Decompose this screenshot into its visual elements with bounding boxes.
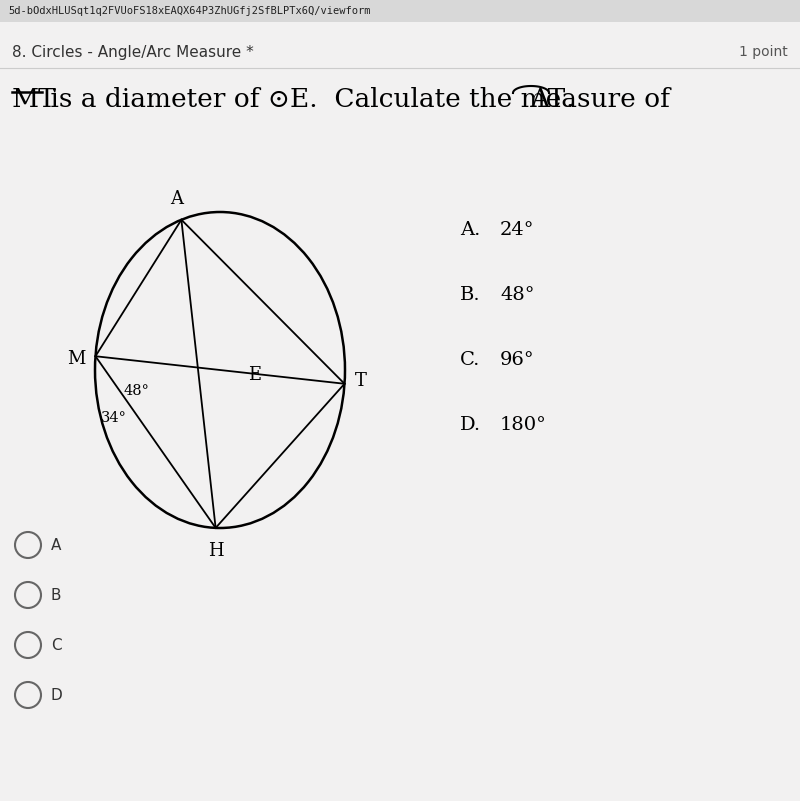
Text: 34°: 34° — [101, 411, 126, 425]
FancyBboxPatch shape — [0, 22, 800, 801]
Text: 8. Circles - Angle/Arc Measure *: 8. Circles - Angle/Arc Measure * — [12, 45, 254, 59]
Text: A: A — [51, 537, 62, 553]
Text: 48°: 48° — [123, 384, 150, 398]
FancyBboxPatch shape — [0, 0, 800, 22]
Text: A.: A. — [460, 221, 480, 239]
Text: B.: B. — [460, 286, 481, 304]
Text: M: M — [67, 350, 86, 368]
Text: 24°: 24° — [500, 221, 534, 239]
Text: E: E — [248, 366, 261, 384]
Text: C.: C. — [460, 351, 480, 369]
Text: D.: D. — [460, 416, 481, 434]
Text: C: C — [51, 638, 62, 653]
Text: D: D — [51, 687, 62, 702]
Text: H: H — [208, 542, 223, 560]
Text: A: A — [170, 190, 183, 207]
Text: 48°: 48° — [500, 286, 534, 304]
Text: 180°: 180° — [500, 416, 547, 434]
Text: AT: AT — [530, 87, 566, 112]
Text: 1 point: 1 point — [739, 45, 788, 59]
Text: B: B — [51, 587, 62, 602]
Text: 5d-bOdxHLUSqt1q2FVUoFS18xEAQX64P3ZhUGfj2SfBLPTx6Q/viewform: 5d-bOdxHLUSqt1q2FVUoFS18xEAQX64P3ZhUGfj2… — [8, 6, 370, 16]
Text: is a diameter of ⊙E.  Calculate the measure of: is a diameter of ⊙E. Calculate the measu… — [42, 87, 678, 112]
Text: T: T — [354, 372, 366, 390]
Text: .: . — [566, 87, 574, 112]
Text: 96°: 96° — [500, 351, 534, 369]
Text: MT: MT — [12, 87, 57, 112]
